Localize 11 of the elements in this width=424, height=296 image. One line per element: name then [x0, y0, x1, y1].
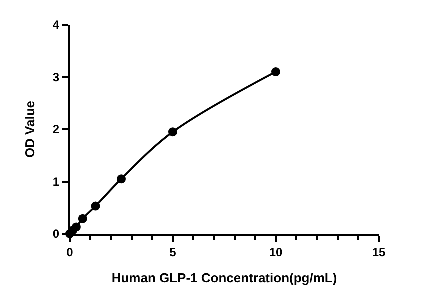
y-axis-title: OD Value: [22, 100, 38, 158]
x-tick-label: 5: [170, 245, 177, 260]
y-tick-label: 0: [52, 227, 60, 242]
x-tick-label: 0: [66, 245, 74, 260]
x-tick-label: 15: [372, 245, 386, 260]
y-tick-label: 3: [52, 70, 60, 84]
x-tick-label: 10: [269, 245, 283, 260]
y-tick-label: 2: [52, 122, 60, 137]
y-tick-label: 4: [52, 18, 60, 32]
x-axis-title: Human GLP-1 Concentration(pg/mL): [112, 270, 338, 286]
y-tick-label: 1: [52, 174, 60, 189]
